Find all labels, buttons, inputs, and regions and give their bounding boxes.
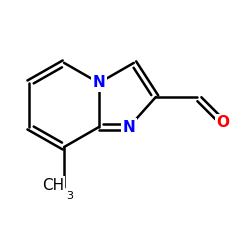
Text: O: O bbox=[217, 116, 230, 130]
Text: N: N bbox=[123, 120, 136, 134]
Text: CH: CH bbox=[42, 178, 64, 192]
Text: 3: 3 bbox=[66, 191, 73, 201]
Text: N: N bbox=[92, 76, 105, 90]
